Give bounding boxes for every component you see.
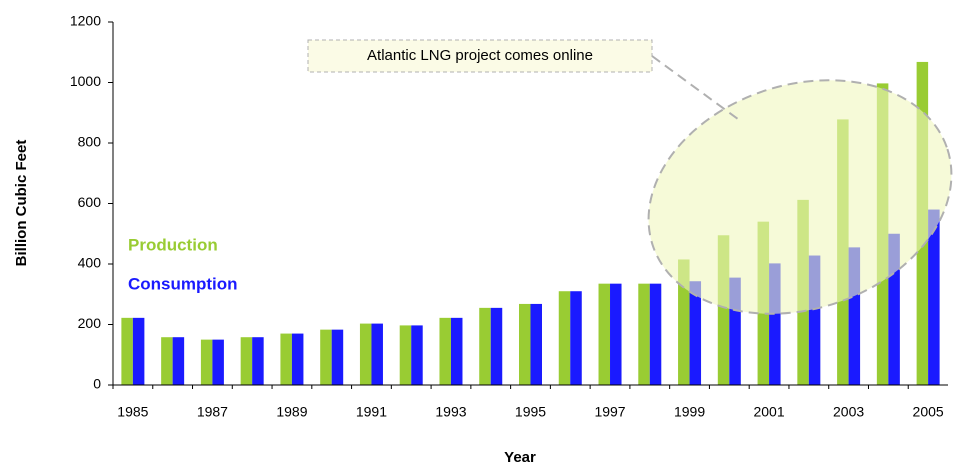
bar <box>359 323 372 385</box>
x-axis-title: Year <box>504 449 536 466</box>
bar <box>689 281 702 385</box>
x-tick-label: 1997 <box>594 404 625 420</box>
x-tick-label: 1985 <box>117 404 148 420</box>
highlight-ellipse <box>647 79 953 315</box>
y-axis-title: Billion Cubic Feet <box>13 140 30 267</box>
x-tick-label: 1987 <box>197 404 228 420</box>
y-tick-label: 600 <box>78 194 102 210</box>
y-tick-label: 800 <box>78 134 102 150</box>
annotation-text: Atlantic LNG project comes online <box>367 47 593 64</box>
bar <box>399 325 412 385</box>
bar <box>212 339 224 385</box>
bar <box>729 277 741 385</box>
bar <box>200 339 213 385</box>
y-tick-label: 400 <box>78 255 102 271</box>
bar <box>331 329 344 385</box>
bar <box>598 283 611 385</box>
x-tick-label: 1991 <box>356 404 387 420</box>
x-tick-label: 1989 <box>276 404 307 420</box>
bar <box>320 329 332 385</box>
bar <box>172 337 185 385</box>
x-tick-label: 1995 <box>515 404 546 420</box>
bar <box>638 283 650 385</box>
bar <box>280 333 292 385</box>
bar <box>558 291 571 385</box>
x-tick-label: 2001 <box>753 404 784 420</box>
annotation-box <box>307 39 653 73</box>
bar <box>610 283 622 385</box>
x-tick-label: 2005 <box>913 404 944 420</box>
bar <box>808 255 821 385</box>
bar <box>519 303 531 385</box>
bar <box>678 259 690 385</box>
x-tick-label: 1993 <box>435 404 466 420</box>
y-tick-label: 200 <box>78 315 102 331</box>
bar <box>848 247 861 385</box>
bar <box>769 263 781 385</box>
bar <box>530 303 542 385</box>
bar <box>928 209 940 385</box>
bar <box>132 317 145 385</box>
legend-label: Consumption <box>128 274 238 293</box>
bar <box>371 323 383 385</box>
bar <box>717 235 730 385</box>
y-tick-label: 1000 <box>70 73 101 89</box>
bar <box>570 291 582 385</box>
y-tick-label: 0 <box>93 376 101 392</box>
bar <box>161 337 173 385</box>
annotation-connector <box>651 55 743 123</box>
legend-label: Production <box>128 235 218 254</box>
y-tick-label: 1200 <box>70 13 101 29</box>
x-tick-label: 1999 <box>674 404 705 420</box>
bar <box>121 317 133 385</box>
bar <box>649 283 662 385</box>
bar <box>291 333 304 385</box>
x-tick-label: 2003 <box>833 404 864 420</box>
bar <box>450 317 463 385</box>
bar <box>490 307 503 385</box>
bar <box>240 337 253 385</box>
bar <box>439 317 451 385</box>
bar <box>252 337 264 385</box>
bar <box>479 307 491 385</box>
bar <box>888 233 900 385</box>
bar <box>411 325 423 385</box>
